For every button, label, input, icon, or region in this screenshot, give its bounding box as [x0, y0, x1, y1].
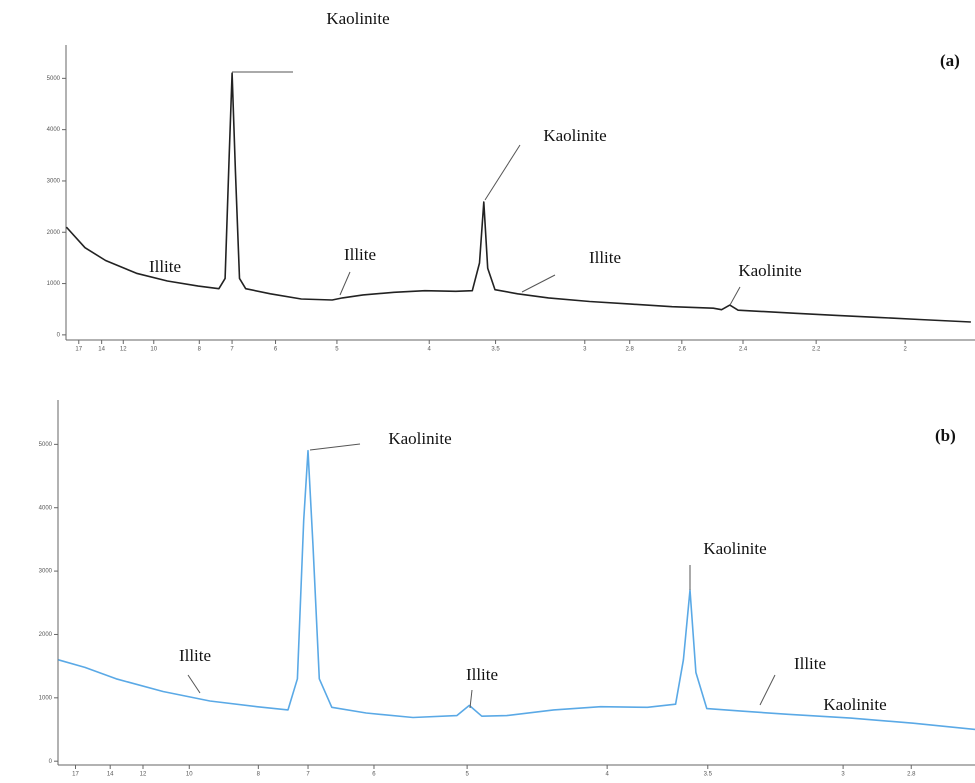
annotation: Illite: [794, 654, 826, 673]
annotation: Kaolinite: [823, 695, 886, 714]
annotation: Kaolinite: [326, 9, 389, 28]
annotation-leader: [759, 674, 776, 706]
annotation-leader: [521, 274, 556, 293]
x-tick-label: 17: [75, 347, 82, 353]
spectrum-line: [58, 449, 975, 731]
x-tick-label: 4: [428, 347, 432, 353]
x-tick-label: 12: [120, 347, 127, 353]
x-tick-label: 3: [583, 347, 587, 353]
annotation-leader: [339, 271, 351, 296]
spectrum-line: [65, 72, 971, 323]
y-tick-label: 0: [57, 332, 61, 338]
x-tick-label: 2: [903, 347, 907, 353]
x-tick-label: 17: [72, 772, 79, 778]
annotation: Illite: [179, 646, 211, 665]
x-tick-label: 14: [98, 347, 105, 353]
y-tick-label: 0: [49, 759, 53, 765]
annotation: Kaolinite: [388, 429, 451, 448]
x-tick-label: 2.6: [678, 347, 687, 353]
x-tick-label: 3: [841, 772, 845, 778]
x-tick-label: 10: [186, 772, 193, 778]
x-tick-label: 8: [198, 347, 202, 353]
annotation: Kaolinite: [703, 539, 766, 558]
x-tick-label: 5: [335, 347, 339, 353]
x-tick-label: 6: [274, 347, 278, 353]
x-tick-label: 8: [257, 772, 261, 778]
panel-label: (a): [940, 51, 960, 70]
y-tick-label: 4000: [39, 505, 53, 511]
y-tick-label: 2000: [39, 632, 53, 638]
annotation: Illite: [589, 248, 621, 267]
y-tick-label: 5000: [39, 442, 53, 448]
annotation: Kaolinite: [543, 126, 606, 145]
annotation-leader: [484, 144, 521, 201]
annotation: Illite: [149, 257, 181, 276]
annotation-leader: [187, 674, 201, 694]
y-tick-label: 2000: [47, 230, 61, 236]
x-tick-label: 7: [230, 347, 234, 353]
x-tick-label: 5: [465, 772, 469, 778]
x-tick-label: 2.8: [907, 772, 916, 778]
annotation: Illite: [466, 665, 498, 684]
x-tick-label: 2.2: [812, 347, 821, 353]
y-tick-label: 4000: [47, 127, 61, 133]
x-tick-label: 4: [605, 772, 609, 778]
annotation-leader: [309, 443, 361, 451]
x-tick-label: 7: [306, 772, 310, 778]
panel-label: (b): [935, 426, 956, 445]
x-tick-label: 2.8: [626, 347, 635, 353]
annotation-leader: [729, 286, 741, 306]
x-tick-label: 14: [107, 772, 114, 778]
y-tick-label: 3000: [39, 569, 53, 575]
annotation: Illite: [344, 245, 376, 264]
annotation: Kaolinite: [738, 261, 801, 280]
x-tick-label: 3.5: [704, 772, 713, 778]
x-tick-label: 2.4: [739, 347, 748, 353]
annotation-leader: [469, 689, 473, 709]
x-tick-label: 12: [140, 772, 147, 778]
x-tick-label: 6: [372, 772, 376, 778]
x-tick-label: 10: [150, 347, 157, 353]
y-tick-label: 1000: [47, 281, 61, 287]
y-tick-label: 1000: [39, 695, 53, 701]
y-tick-label: 5000: [47, 76, 61, 82]
y-tick-label: 3000: [47, 179, 61, 185]
x-tick-label: 3.5: [491, 347, 500, 353]
